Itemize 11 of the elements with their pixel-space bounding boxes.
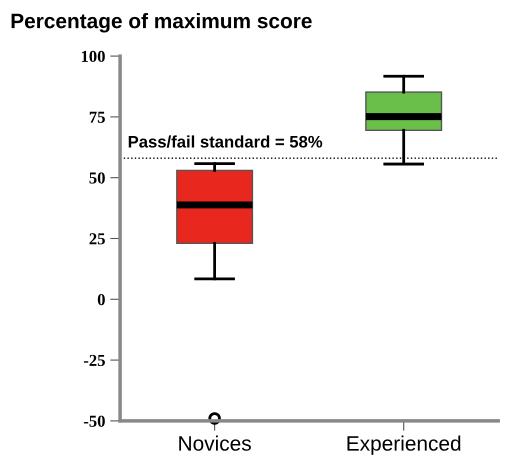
- x-tick-label: Experienced: [347, 435, 460, 455]
- y-tick-label: 25: [90, 233, 105, 244]
- x-tick-label: Novices: [179, 435, 251, 451]
- y-tick-label: 50: [90, 172, 105, 184]
- y-tick-label: 100: [82, 50, 105, 62]
- chart-title: Percentage of maximum score: [12, 13, 312, 33]
- y-tick-label: 0: [98, 294, 105, 306]
- y-tick-label: 75: [90, 112, 105, 123]
- ref-line-label: Pass/fail standard = 58%: [128, 135, 322, 148]
- y-tick-label: -25: [84, 354, 105, 366]
- y-tick-label: -50: [84, 416, 105, 427]
